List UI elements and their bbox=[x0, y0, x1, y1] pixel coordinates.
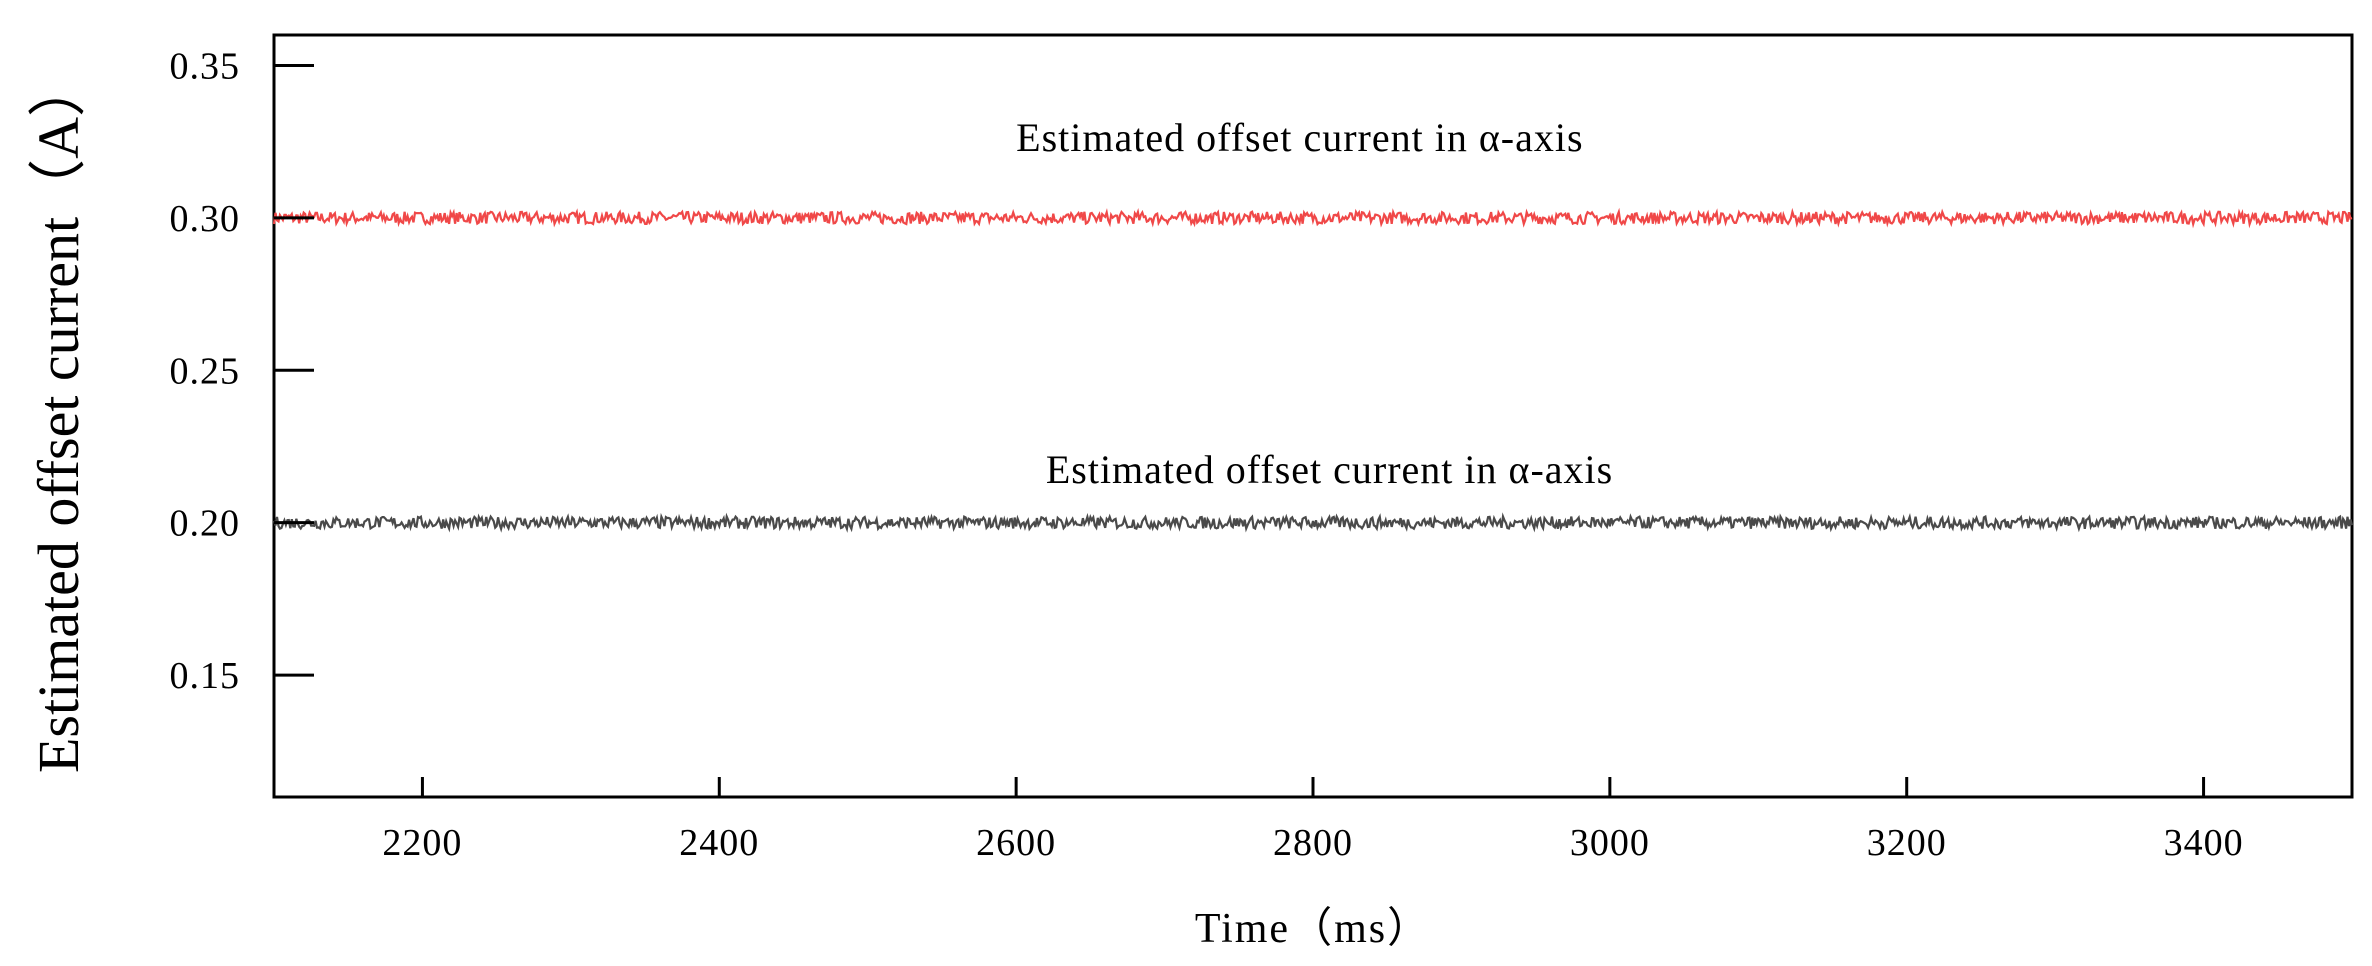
y-tick-label: 0.35 bbox=[170, 45, 241, 87]
series-line-2 bbox=[272, 512, 2354, 533]
y-tick-label: 0.30 bbox=[170, 198, 241, 240]
y-axis: 0.15 0.20 0.25 0.30 0.35 bbox=[170, 45, 314, 697]
y-tick-label: 0.20 bbox=[170, 503, 241, 545]
x-tick-label: 2600 bbox=[976, 822, 1056, 864]
x-tick-label: 2800 bbox=[1273, 822, 1353, 864]
x-tick-label: 2400 bbox=[679, 822, 759, 864]
x-axis: 2200 2400 2600 2800 3000 3200 3400 bbox=[382, 777, 2243, 864]
series-layer bbox=[272, 207, 2354, 533]
y-tick-label: 0.15 bbox=[170, 655, 241, 697]
x-axis-title: Time（ms） bbox=[1195, 906, 1431, 952]
x-tick-label: 2200 bbox=[382, 822, 462, 864]
x-tick-label: 3400 bbox=[2164, 822, 2244, 864]
x-tick-label: 3200 bbox=[1867, 822, 1947, 864]
annotations: Estimated offset current in α-axis Estima… bbox=[1016, 115, 1613, 492]
y-tick-label: 0.25 bbox=[170, 350, 241, 392]
series-line-1 bbox=[272, 207, 2353, 229]
annotation-label-2: Estimated offset current in α-axis bbox=[1046, 447, 1613, 492]
y-axis-title: Estimated offset current（A） bbox=[26, 59, 91, 773]
x-tick-label: 3000 bbox=[1570, 822, 1650, 864]
annotation-label-1: Estimated offset current in α-axis bbox=[1016, 115, 1583, 160]
